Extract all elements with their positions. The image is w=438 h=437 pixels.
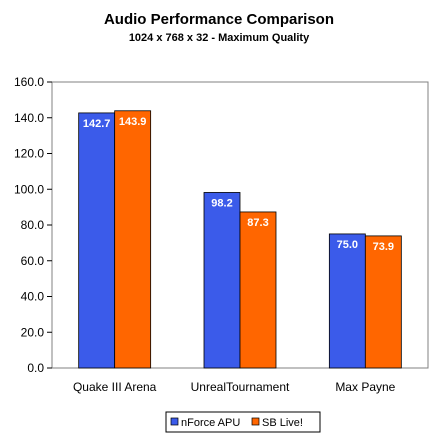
data-label: 143.9 <box>119 116 147 128</box>
chart-title: Audio Performance Comparison <box>104 11 334 28</box>
y-tick-label: 80.0 <box>21 218 45 232</box>
legend: nForce APU SB Live! <box>165 411 321 433</box>
y-tick-label: 0.0 <box>27 361 44 375</box>
data-label: 98.2 <box>211 197 232 209</box>
y-tick-label: 20.0 <box>21 325 45 339</box>
bar-sb-live <box>239 211 277 369</box>
bar-nforce-apu <box>328 233 366 369</box>
y-tick-label: 40.0 <box>21 290 45 304</box>
chart-subtitle: 1024 x 768 x 32 - Maximum Quality <box>129 32 310 44</box>
bar-sb-live <box>114 110 152 369</box>
bar-sb-live <box>364 235 402 369</box>
x-axis: Quake III Arena UnrealTournament Max Payne <box>73 380 396 394</box>
bar-nforce-apu <box>78 112 116 369</box>
data-label: 75.0 <box>337 239 358 251</box>
x-category-label: Quake III Arena <box>73 380 157 394</box>
legend-label-nforce-apu: nForce APU <box>181 417 240 429</box>
x-category-label: UnrealTournament <box>191 380 290 394</box>
y-tick-label: 100.0 <box>14 182 44 196</box>
x-category-label: Max Payne <box>335 380 395 394</box>
y-axis: 0.0 20.0 40.0 60.0 80.0 100.0 120.0 140.0 160.0 <box>14 75 52 375</box>
legend-swatch-nforce-apu <box>170 417 179 426</box>
data-label: 73.9 <box>373 241 394 253</box>
data-label: 87.3 <box>247 217 268 229</box>
data-label: 142.7 <box>83 118 111 130</box>
legend-box <box>165 411 321 433</box>
data-label-group: 142.7 143.9 98.2 87.3 75.0 73.9 <box>83 116 394 253</box>
y-tick-label: 60.0 <box>21 254 45 268</box>
legend-swatch-sb-live <box>251 417 260 426</box>
y-tick-label: 160.0 <box>14 75 44 89</box>
legend-label-sb-live: SB Live! <box>262 417 303 429</box>
y-tick-label: 120.0 <box>14 147 44 161</box>
y-tick-label: 140.0 <box>14 111 44 125</box>
bar-series-group <box>78 110 402 369</box>
bar-nforce-apu <box>203 192 241 369</box>
